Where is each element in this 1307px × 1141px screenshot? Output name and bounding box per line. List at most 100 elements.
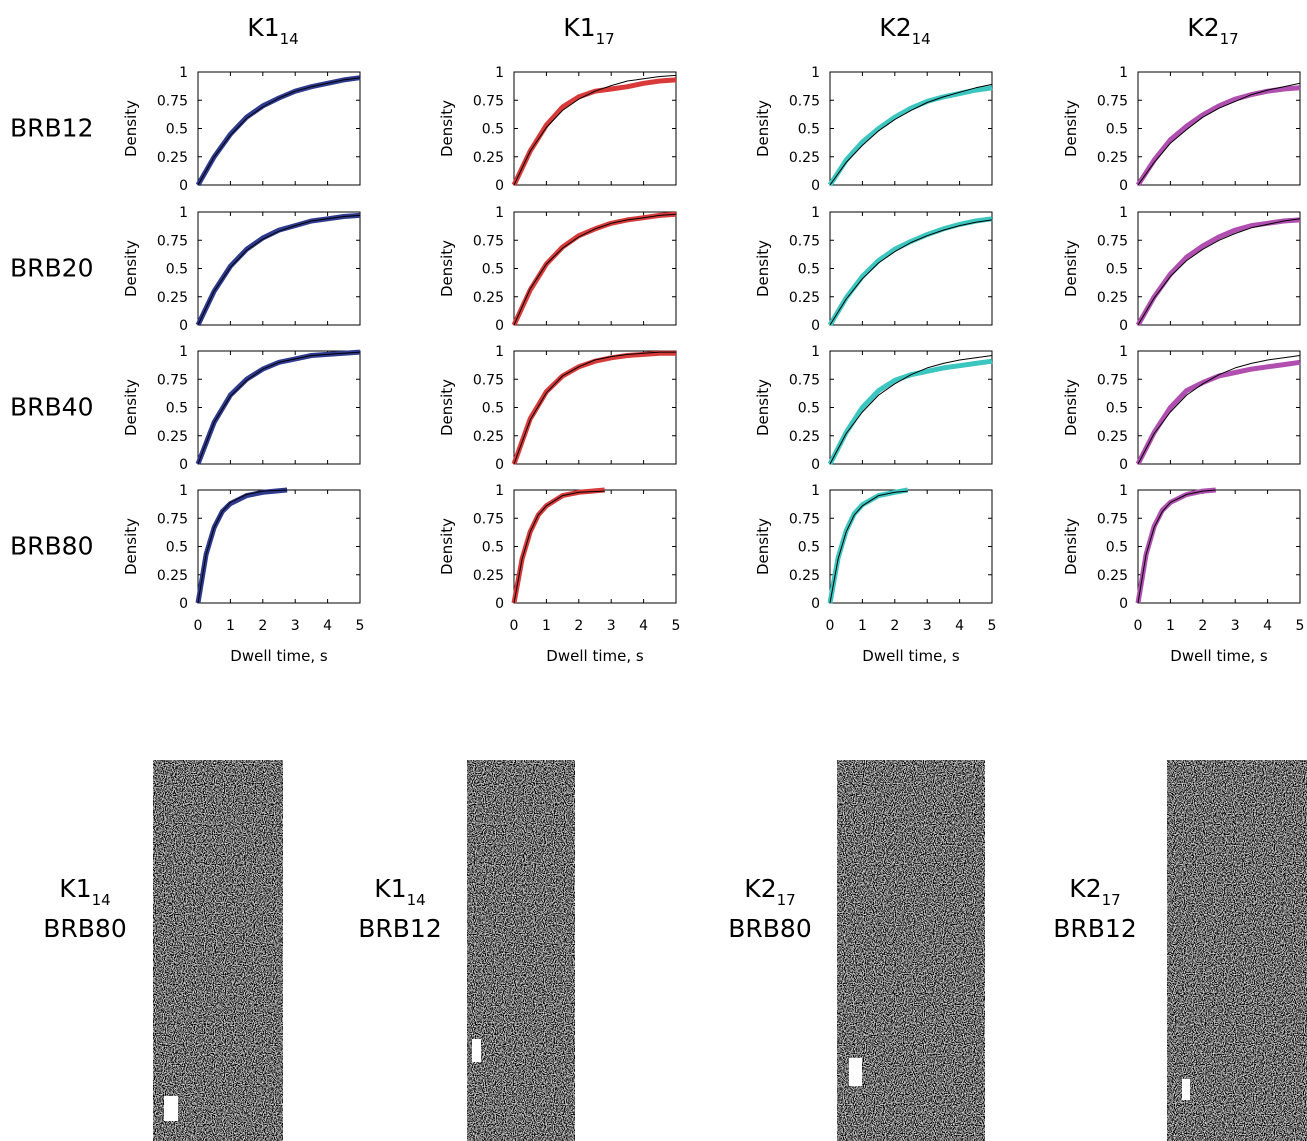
data-line: [514, 490, 605, 603]
x-tick-label: 1: [1166, 618, 1175, 634]
kymograph-label: K114: [59, 874, 110, 909]
x-tick-label: 4: [955, 618, 964, 634]
y-tick-label: 0.5: [482, 122, 504, 138]
data-line: [514, 353, 676, 464]
y-tick-label: 0.25: [473, 429, 504, 445]
column-title-main: K2: [879, 13, 911, 42]
y-axis-label: Density: [438, 518, 456, 575]
plot-frame: [198, 72, 360, 185]
column-title: K114: [247, 13, 298, 48]
kymograph-label-sub: 17: [1102, 891, 1121, 909]
y-tick-label: 0.25: [157, 290, 188, 306]
column-title: K214: [879, 13, 930, 48]
data-line: [198, 352, 360, 464]
y-tick-label: 0: [495, 596, 504, 612]
fit-line: [1138, 83, 1300, 185]
y-tick-label: 0.5: [166, 262, 188, 278]
y-tick-label: 0: [495, 178, 504, 194]
kymograph-label: K217: [744, 874, 795, 909]
column-title-main: K1: [563, 13, 595, 42]
kymograph: [467, 760, 575, 1141]
y-tick-label: 0: [1119, 596, 1128, 612]
y-tick-label: 0.5: [166, 122, 188, 138]
y-tick-label: 0.75: [157, 233, 188, 249]
y-tick-label: 0.25: [1097, 429, 1128, 445]
x-axis-label: Dwell time, s: [546, 647, 644, 665]
y-axis-label: Density: [438, 100, 456, 157]
kymograph-label-main: K1: [59, 874, 91, 903]
kymograph: [153, 760, 283, 1141]
data-line: [198, 78, 360, 185]
kymograph-label-sub: 14: [92, 891, 111, 909]
y-tick-label: 0: [179, 318, 188, 334]
y-tick-label: 1: [179, 344, 188, 360]
y-tick-label: 0.75: [789, 93, 820, 109]
y-tick-label: 0.25: [473, 290, 504, 306]
x-tick-label: 2: [890, 618, 899, 634]
y-tick-label: 0.25: [157, 150, 188, 166]
y-tick-label: 0: [495, 457, 504, 473]
x-tick-label: 3: [607, 618, 616, 634]
y-tick-label: 0: [179, 178, 188, 194]
y-tick-label: 0.75: [1097, 93, 1128, 109]
y-tick-label: 0.25: [789, 290, 820, 306]
data-line: [830, 219, 992, 325]
y-axis-label: Density: [122, 379, 140, 436]
y-tick-label: 1: [811, 205, 820, 221]
data-line: [830, 361, 992, 464]
y-tick-label: 1: [495, 65, 504, 81]
y-tick-label: 1: [495, 344, 504, 360]
kymograph-buffer: BRB12: [358, 914, 441, 943]
plot-frame: [198, 490, 360, 603]
y-axis-label: Density: [1062, 518, 1080, 575]
figure: K114K117K214K217BRB12BRB20BRB40BRB8000.2…: [0, 0, 1307, 1141]
row-label: BRB12: [10, 114, 93, 143]
fit-line: [830, 84, 992, 185]
y-tick-label: 0: [179, 457, 188, 473]
kymograph-label: K217: [1069, 874, 1120, 909]
x-tick-label: 4: [1263, 618, 1272, 634]
y-tick-label: 0.5: [1106, 401, 1128, 417]
scale-bar: [1182, 1079, 1190, 1100]
y-tick-label: 0.5: [1106, 262, 1128, 278]
kymograph-buffer: BRB80: [43, 914, 126, 943]
y-tick-label: 1: [179, 205, 188, 221]
fit-line: [830, 356, 992, 465]
row-label: BRB20: [10, 254, 93, 283]
column-title: K217: [1187, 13, 1238, 48]
y-tick-label: 0.25: [473, 150, 504, 166]
y-axis-label: Density: [1062, 240, 1080, 297]
x-tick-label: 4: [639, 618, 648, 634]
y-tick-label: 0.25: [1097, 150, 1128, 166]
y-axis-label: Density: [438, 379, 456, 436]
y-tick-label: 0.25: [1097, 290, 1128, 306]
y-tick-label: 1: [1119, 65, 1128, 81]
y-tick-label: 0.75: [1097, 233, 1128, 249]
column-title-sub: 17: [1220, 30, 1239, 48]
fit-line: [830, 220, 992, 325]
x-tick-label: 0: [510, 618, 519, 634]
y-tick-label: 0.75: [789, 511, 820, 527]
x-tick-label: 2: [258, 618, 267, 634]
x-tick-label: 1: [542, 618, 551, 634]
x-tick-label: 3: [291, 618, 300, 634]
page: K114K117K214K217BRB12BRB20BRB40BRB8000.2…: [0, 0, 1307, 1141]
y-tick-label: 0.5: [482, 540, 504, 556]
y-tick-label: 1: [811, 344, 820, 360]
y-tick-label: 0.75: [157, 511, 188, 527]
x-tick-label: 2: [574, 618, 583, 634]
x-tick-label: 1: [226, 618, 235, 634]
y-tick-label: 0: [179, 596, 188, 612]
y-tick-label: 1: [1119, 344, 1128, 360]
y-tick-label: 1: [1119, 205, 1128, 221]
y-tick-label: 0.75: [157, 372, 188, 388]
plot-frame: [514, 490, 676, 603]
y-axis-label: Density: [754, 100, 772, 157]
y-tick-label: 0: [1119, 318, 1128, 334]
kymograph-label-sub: 14: [407, 891, 426, 909]
y-tick-label: 0.75: [1097, 372, 1128, 388]
x-tick-label: 5: [672, 618, 681, 634]
data-line: [1138, 490, 1216, 603]
y-tick-label: 0.75: [473, 233, 504, 249]
y-tick-label: 0.5: [798, 262, 820, 278]
